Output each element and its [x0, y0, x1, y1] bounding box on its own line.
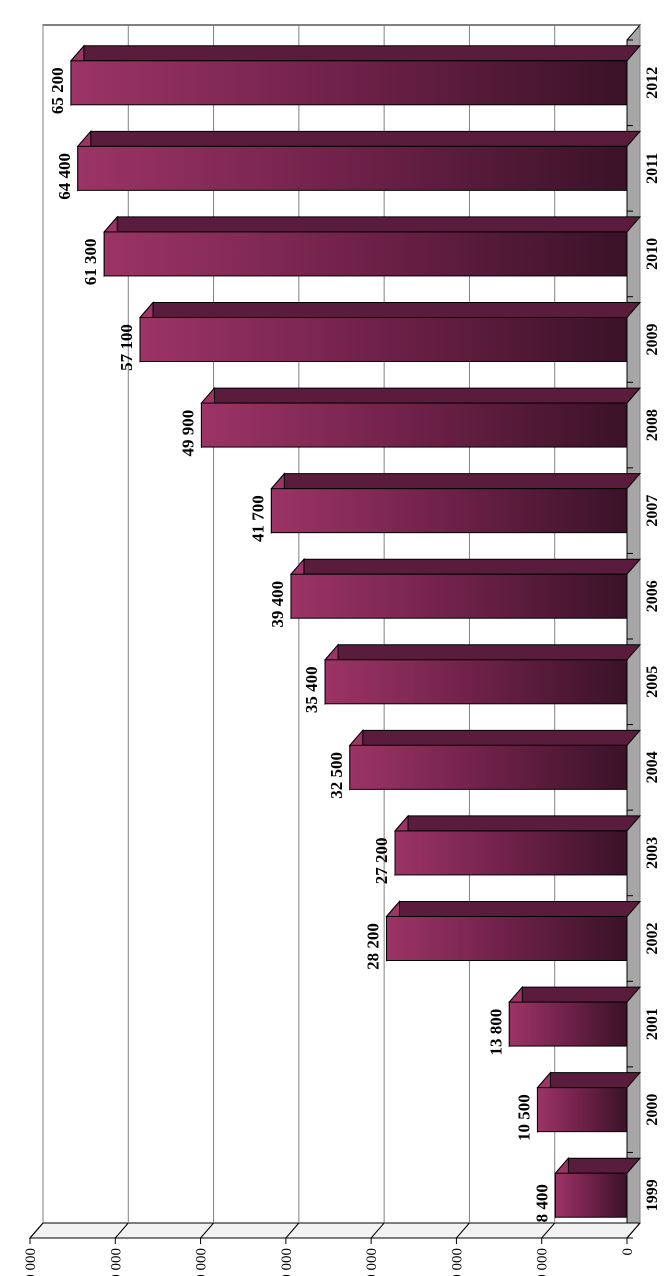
bar-top-face	[69, 45, 642, 62]
value-label: 65 200	[48, 67, 67, 114]
value-label: 35 400	[302, 666, 321, 713]
gridline-base	[29, 1222, 44, 1239]
value-label: 64 400	[55, 153, 74, 200]
bar-front-face	[270, 488, 628, 534]
category-label: 2003	[644, 837, 661, 869]
bar-top-face	[138, 302, 642, 318]
bar-front-face	[139, 317, 628, 362]
value-label: 32 500	[327, 752, 346, 799]
bar-top-face	[103, 216, 642, 233]
tick-label: 40 000	[279, 1248, 295, 1276]
bar-front-face	[554, 1172, 628, 1218]
bar	[69, 44, 642, 107]
bar-top-face	[289, 558, 642, 575]
bar-front-face	[200, 402, 628, 448]
bar-front-face	[508, 1001, 628, 1047]
bar-front-face	[349, 744, 628, 790]
category-label: 2009	[644, 324, 661, 356]
bar-top-face	[508, 986, 642, 1003]
category-label: 2011	[644, 153, 661, 184]
gridline-base	[114, 1222, 129, 1239]
bar	[508, 985, 642, 1048]
bar-top-face	[393, 815, 642, 832]
floor	[626, 23, 641, 1240]
tick-label: 0	[620, 1248, 636, 1256]
bar	[138, 301, 642, 363]
bar-front-face	[394, 830, 628, 876]
value-label: 39 400	[268, 581, 287, 628]
category-label: 2005	[644, 666, 661, 698]
value-label: 10 500	[514, 1094, 533, 1141]
tick-label: 10 000	[535, 1248, 551, 1276]
bar	[385, 900, 642, 962]
bar-front-face	[103, 231, 628, 277]
bar-top-face	[385, 901, 642, 917]
tick-label: 50 000	[194, 1248, 210, 1276]
bar-top-face	[76, 130, 642, 147]
category-label: 1999	[644, 1179, 661, 1211]
bar-front-face	[536, 1087, 628, 1133]
bar	[270, 472, 642, 534]
gridline-base	[370, 1222, 385, 1239]
value-labels: 8 400 10 500 13 800 28 200 27 200 32 500 35 40…	[48, 67, 551, 1222]
bar-top-face	[323, 644, 642, 661]
bar	[76, 130, 642, 192]
value-label: 28 200	[363, 923, 382, 970]
category-label: 2012	[644, 67, 661, 99]
bar-front-face	[70, 60, 628, 106]
value-label: 49 900	[178, 410, 197, 457]
value-label: 27 200	[372, 838, 391, 885]
category-label: 2010	[644, 238, 661, 270]
bar-top-face	[536, 1072, 642, 1089]
bars	[69, 44, 642, 1219]
bar-front-face	[77, 145, 628, 191]
bar	[289, 557, 642, 620]
gridline-base	[285, 1222, 300, 1239]
category-label: 2007	[644, 495, 661, 527]
tick-label: 20 000	[449, 1248, 465, 1276]
value-label: 8 400	[532, 1184, 551, 1222]
category-label: 2004	[644, 751, 661, 783]
category-label: 2001	[644, 1008, 661, 1040]
tick-label: 30 000	[364, 1248, 380, 1276]
bar-front-face	[324, 659, 628, 705]
bar-top-face	[200, 387, 642, 404]
category-label: 2002	[644, 923, 661, 955]
chart-wall	[28, 23, 642, 1240]
value-label: 57 100	[117, 324, 136, 371]
bar	[536, 1071, 642, 1133]
category-label: 2000	[644, 1094, 661, 1126]
category-labels: 1999 2000 2001 2002 2003 2004 2005 2006 2007 2008…	[644, 67, 661, 1211]
gridline-base	[626, 1222, 641, 1239]
bar-top-face	[348, 729, 642, 746]
gridline-base	[456, 1222, 470, 1239]
gridline-base	[541, 1222, 556, 1239]
bar	[323, 643, 642, 706]
tick-label: 60 000	[108, 1248, 124, 1276]
bar	[200, 386, 642, 449]
value-label: 61 300	[81, 239, 100, 286]
tick-labels: 0 10 000 20 000 30 000 40 000 50 000 60 000 70 …	[23, 1248, 636, 1276]
category-label: 2006	[644, 580, 661, 612]
value-label: 13 800	[486, 1009, 505, 1056]
gridline-base	[200, 1222, 214, 1239]
bar	[393, 814, 642, 877]
tick-label: 70 000	[23, 1248, 39, 1276]
bar-front-face	[290, 573, 628, 619]
bar-front-face	[385, 916, 628, 961]
bar-top-face	[270, 473, 642, 490]
bar	[348, 729, 642, 791]
category-label: 2008	[644, 409, 661, 441]
value-label: 41 700	[248, 495, 267, 542]
bar	[554, 1156, 642, 1219]
bar	[103, 215, 642, 278]
